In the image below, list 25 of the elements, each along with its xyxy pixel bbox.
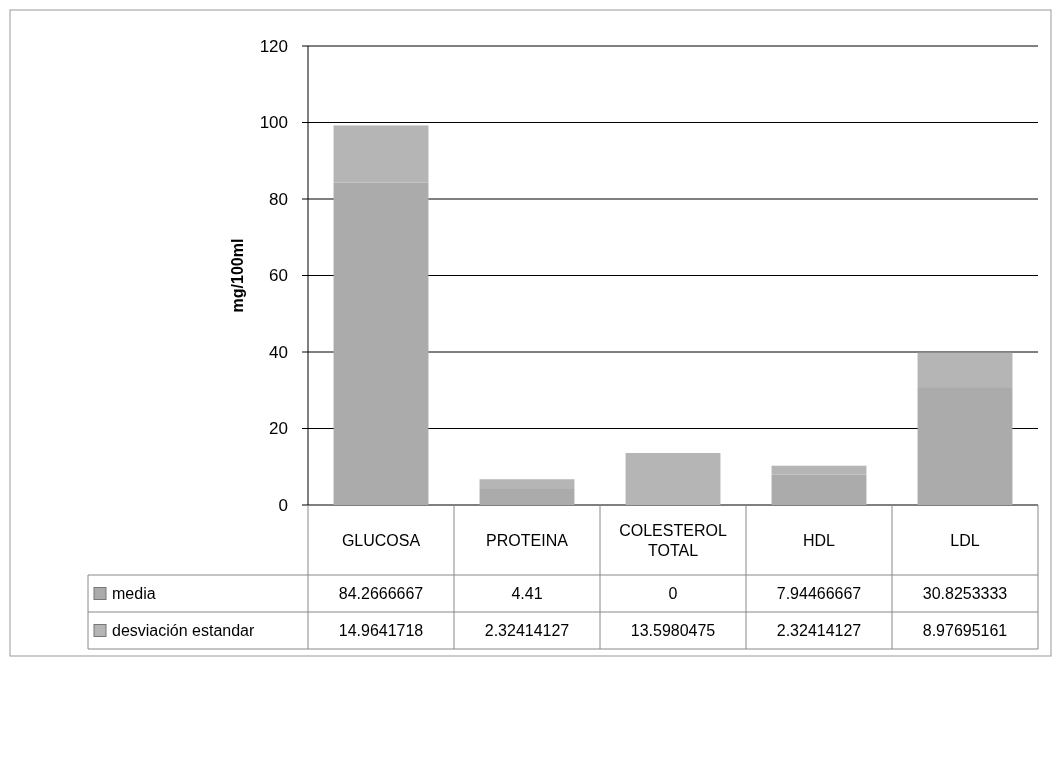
x-tick-label: COLESTEROL TOTAL xyxy=(619,521,727,559)
y-axis-title: mg/100ml xyxy=(229,238,246,313)
data-label: 2.32414127 xyxy=(776,622,862,640)
data-label: 4.41 xyxy=(511,585,543,603)
x-tick-label: PROTEINA xyxy=(486,531,569,549)
data-label: 7.94466667 xyxy=(776,585,862,603)
y-tick-label: 80 xyxy=(269,189,288,209)
x-tick-label: HDL xyxy=(802,531,836,549)
y-tick-label: 120 xyxy=(259,36,288,56)
x-tick-label: LDL xyxy=(950,531,980,549)
data-label: 14.9641718 xyxy=(338,622,424,640)
data-label: 0 xyxy=(668,585,678,603)
data-label: 13.5980475 xyxy=(630,622,716,640)
data-label: 30.8253333 xyxy=(922,585,1008,603)
data-label: 8.97695161 xyxy=(922,622,1008,640)
legend-label: desviación estandar xyxy=(112,622,255,640)
x-tick-label: GLUCOSA xyxy=(341,531,421,549)
data-label: 84.2666667 xyxy=(338,585,424,603)
y-tick-label: 20 xyxy=(269,419,288,439)
y-tick-label: 40 xyxy=(269,342,288,362)
data-label: 2.32414127 xyxy=(484,622,570,640)
y-tick-label: 60 xyxy=(269,266,288,286)
legend-label: media xyxy=(112,585,156,603)
y-tick-label: 100 xyxy=(259,113,288,133)
y-tick-label: 0 xyxy=(278,495,288,515)
